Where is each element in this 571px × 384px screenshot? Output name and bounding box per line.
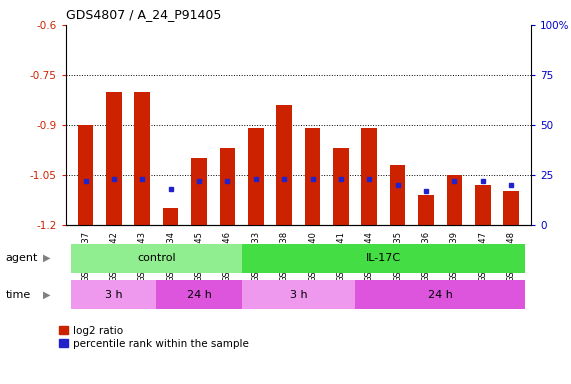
Bar	[305, 128, 320, 225]
Bar	[156, 280, 242, 309]
Bar	[71, 280, 156, 309]
Text: control: control	[137, 253, 176, 263]
Text: 24 h: 24 h	[428, 290, 453, 300]
Bar	[242, 280, 355, 309]
Bar	[504, 191, 519, 225]
Bar	[355, 280, 525, 309]
Bar	[475, 185, 490, 225]
Bar	[276, 105, 292, 225]
Text: ▶: ▶	[43, 290, 50, 300]
Text: GDS4807 / A_24_P91405: GDS4807 / A_24_P91405	[66, 8, 221, 21]
Bar	[135, 91, 150, 225]
Bar	[71, 244, 242, 273]
Bar	[390, 165, 405, 225]
Bar	[106, 91, 122, 225]
Text: time: time	[6, 290, 31, 300]
Bar	[248, 128, 264, 225]
Text: 3 h: 3 h	[105, 290, 123, 300]
Bar	[447, 175, 462, 225]
Text: agent: agent	[6, 253, 38, 263]
Text: 3 h: 3 h	[289, 290, 307, 300]
Legend: log2 ratio, percentile rank within the sample: log2 ratio, percentile rank within the s…	[59, 326, 249, 349]
Bar	[361, 128, 377, 225]
Bar	[78, 125, 93, 225]
Text: 24 h: 24 h	[187, 290, 211, 300]
Bar	[418, 195, 434, 225]
Bar	[163, 208, 179, 225]
Bar	[242, 244, 525, 273]
Bar	[333, 148, 349, 225]
Bar	[191, 158, 207, 225]
Text: ▶: ▶	[43, 253, 50, 263]
Bar	[220, 148, 235, 225]
Text: IL-17C: IL-17C	[366, 253, 401, 263]
